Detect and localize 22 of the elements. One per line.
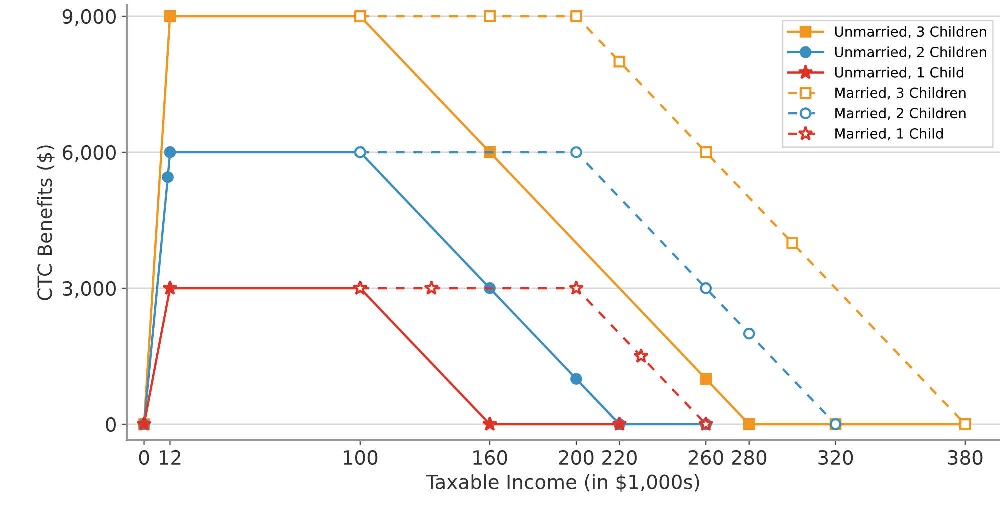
legend-label: Married, 3 Children (836, 87, 966, 100)
x-tick-label: 160 (474, 450, 508, 466)
legend-label: Unmarried, 1 Child (835, 67, 964, 80)
x-axis-title: Taxable Income (in $1,000s) (426, 474, 700, 492)
x-tick-label: 320 (818, 450, 854, 466)
x-tick-label: 0 (139, 450, 150, 466)
x-tick-label: 380 (948, 450, 983, 466)
x-tick-label: 260 (688, 450, 724, 466)
y-tick-label: 9,000 (62, 9, 116, 26)
legend-label: Unmarried, 2 Children (835, 46, 986, 59)
y-tick-label: 3,000 (63, 281, 116, 298)
x-tick-label: 200 (559, 450, 594, 466)
x-tick-label: 100 (344, 450, 378, 466)
x-tick-label: 280 (732, 450, 767, 466)
legend-label: Married, 1 Child (836, 128, 943, 140)
y-tick-label: 6,000 (62, 145, 116, 162)
y-axis-title: CTC Benefits ($) (37, 146, 55, 300)
y-tick-label: 0 (106, 417, 116, 432)
legend-label: Married, 2 Children (836, 108, 966, 120)
x-tick-label: 220 (602, 450, 637, 466)
x-tick-label: 12 (160, 450, 181, 465)
legend-label: Unmarried, 3 Children (835, 26, 986, 38)
